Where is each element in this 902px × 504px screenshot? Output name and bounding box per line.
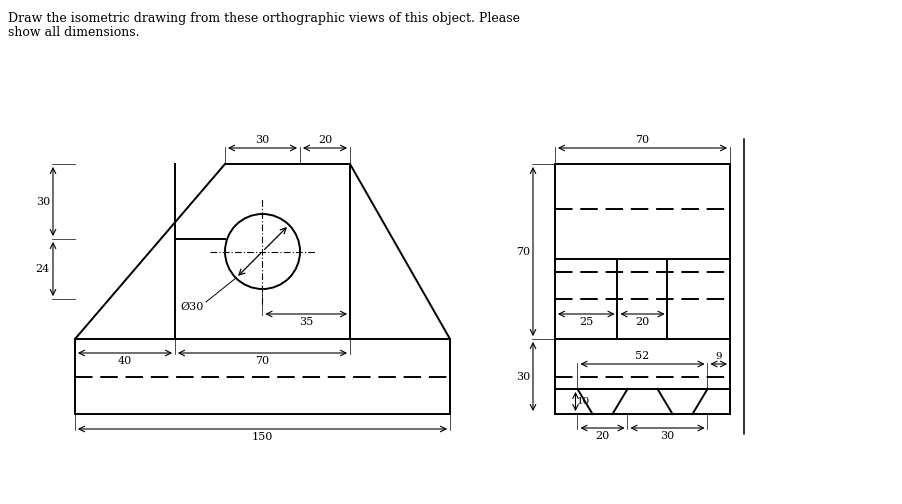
Text: 70: 70 [255, 356, 270, 366]
Text: 20: 20 [594, 431, 609, 441]
Text: 9: 9 [714, 352, 722, 361]
Text: show all dimensions.: show all dimensions. [8, 26, 139, 39]
Text: 35: 35 [299, 317, 313, 327]
Text: 30: 30 [515, 371, 529, 382]
Text: 10: 10 [575, 397, 589, 406]
Text: 20: 20 [318, 135, 332, 145]
Text: 30: 30 [659, 431, 674, 441]
Text: 40: 40 [118, 356, 132, 366]
Text: 20: 20 [635, 317, 649, 327]
Text: Draw the isometric drawing from these orthographic views of this object. Please: Draw the isometric drawing from these or… [8, 12, 520, 25]
Text: 30: 30 [255, 135, 270, 145]
Text: 30: 30 [36, 197, 50, 207]
Text: 52: 52 [635, 351, 649, 361]
Text: 70: 70 [635, 135, 649, 145]
Text: 24: 24 [36, 264, 50, 274]
Text: 70: 70 [515, 246, 529, 257]
Text: 150: 150 [252, 432, 273, 442]
Text: 25: 25 [578, 317, 593, 327]
Text: Ø30: Ø30 [180, 302, 204, 312]
